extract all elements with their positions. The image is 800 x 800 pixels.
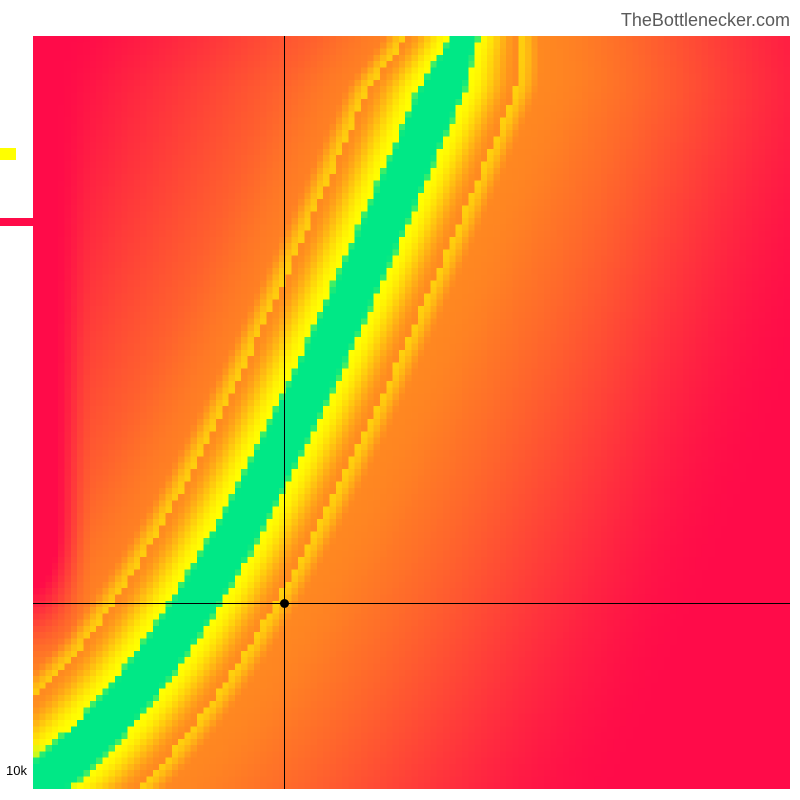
attribution-text: TheBottlenecker.com xyxy=(621,10,790,31)
crosshair-dot xyxy=(280,599,289,608)
left-bar-red xyxy=(0,218,33,226)
crosshair-vertical xyxy=(284,36,285,789)
left-bar-gap xyxy=(0,210,33,218)
y-axis-min-label: 10k xyxy=(6,763,27,778)
bottleneck-heatmap xyxy=(33,36,790,789)
crosshair-horizontal xyxy=(33,603,790,604)
left-bar-yellow xyxy=(0,148,16,160)
